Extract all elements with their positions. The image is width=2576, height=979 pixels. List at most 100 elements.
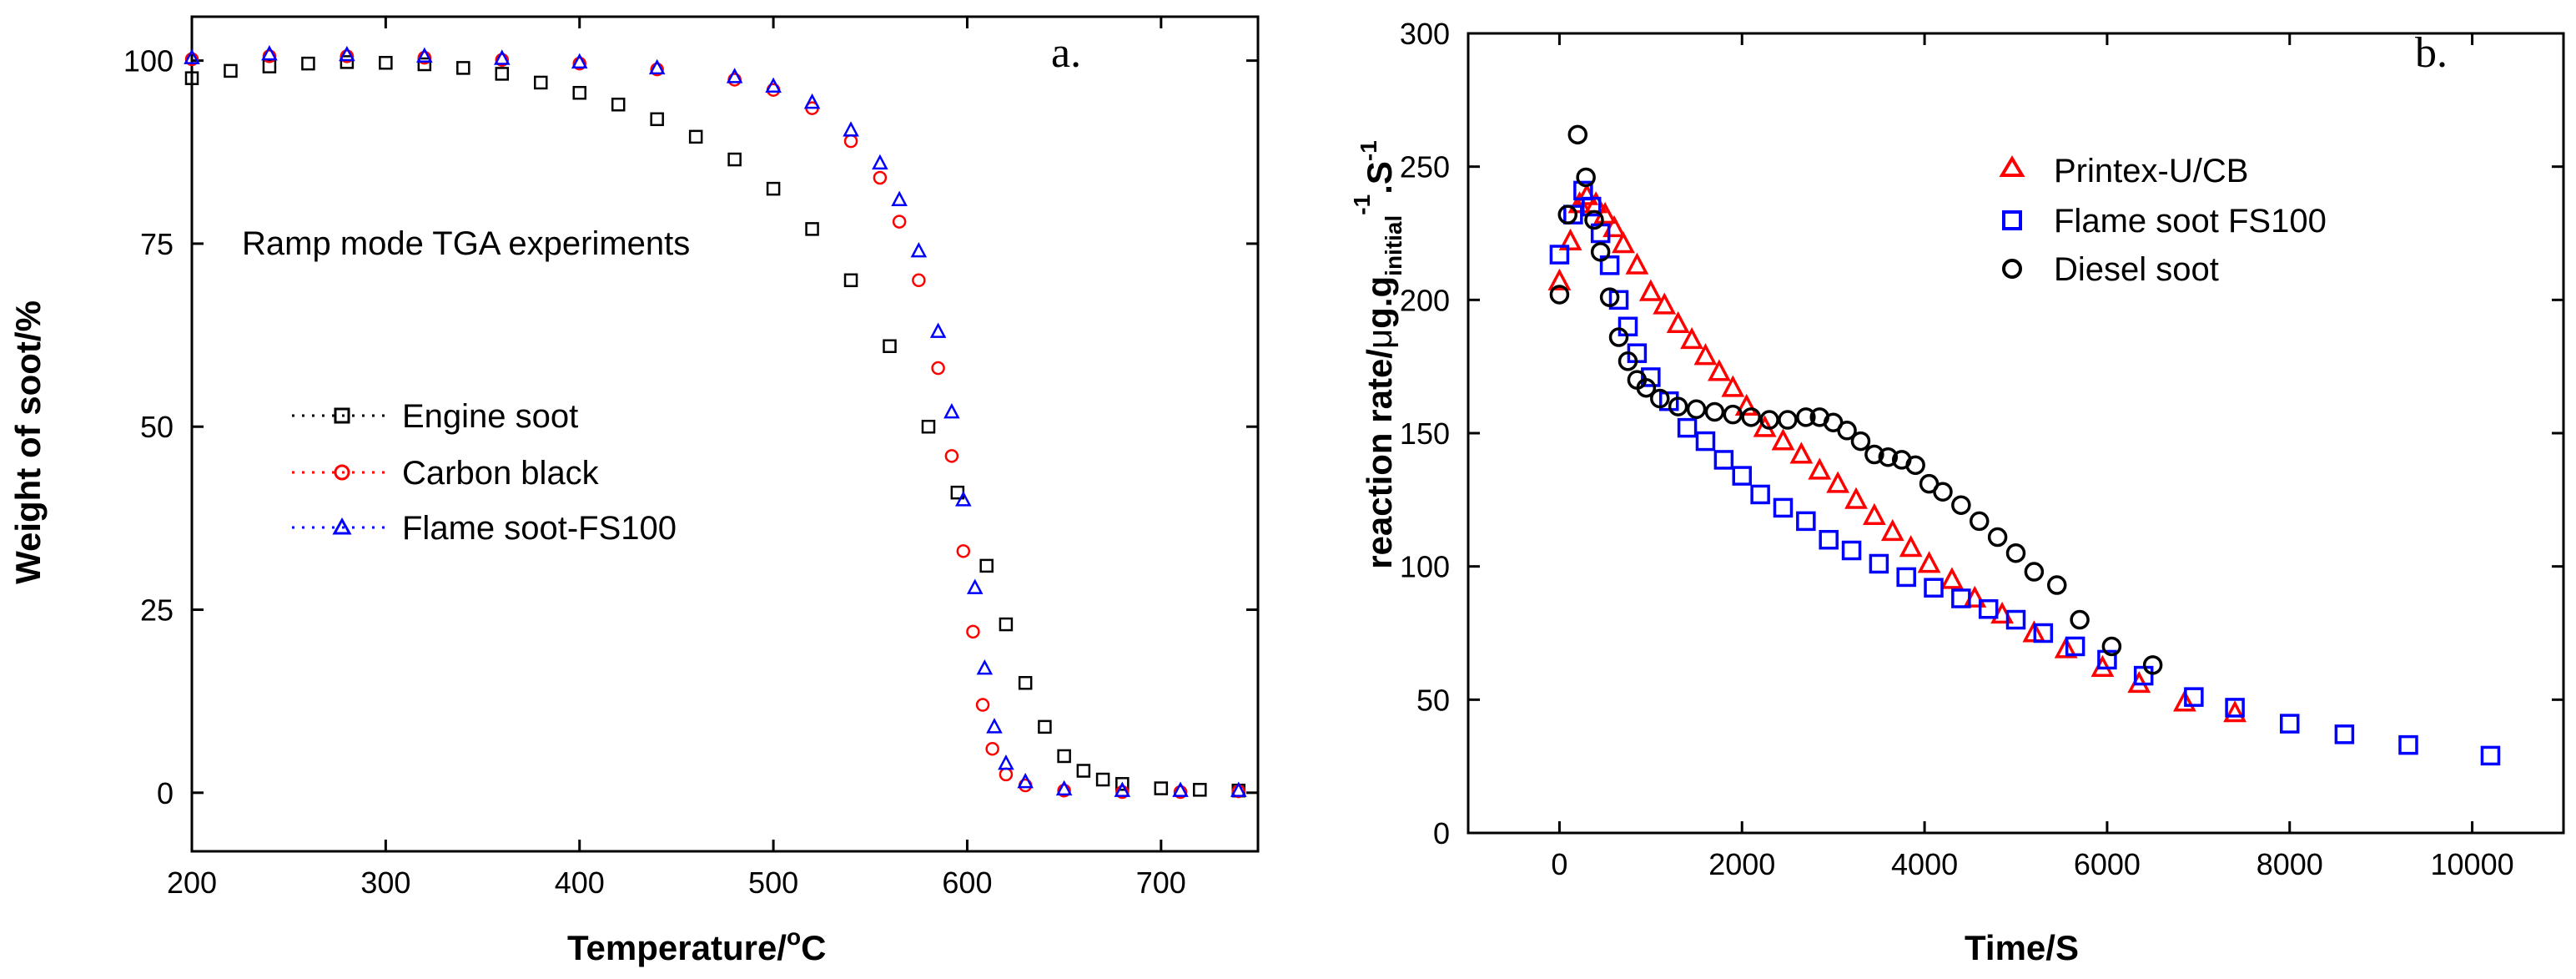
panel-b-point-diesel-soot bbox=[1905, 455, 1925, 476]
panel-a-point-engine-soot bbox=[805, 222, 819, 236]
panel-b-series bbox=[1547, 124, 2501, 766]
panel-b-point-diesel-soot bbox=[1741, 407, 1761, 427]
panel-a-point-flame-soot-fs100 bbox=[571, 53, 588, 69]
panel-a-point-carbon-black bbox=[944, 449, 959, 463]
panel-b-point-flame-soot-fs100 bbox=[2280, 714, 2300, 734]
panel-b-point-flame-soot-fs100 bbox=[1750, 484, 1770, 505]
panel-a-point-engine-soot bbox=[921, 419, 936, 434]
panel-b-point-diesel-soot bbox=[1778, 410, 1798, 430]
panel-b-point-flame-soot-fs100 bbox=[2334, 724, 2355, 744]
panel-a-point-engine-soot bbox=[979, 558, 994, 573]
panel-a-point-flame-soot-fs100 bbox=[1172, 781, 1189, 797]
panel-a-point-engine-soot bbox=[1154, 781, 1169, 795]
panel-b-y-label-s: .S bbox=[1360, 161, 1399, 194]
panel-a-x-tick-label: 200 bbox=[167, 865, 217, 900]
panel-b-point-flame-soot-fs100 bbox=[1841, 540, 1862, 561]
panel-a-point-flame-soot-fs100 bbox=[1017, 772, 1034, 789]
legend-marker-flame-soot-fs100 bbox=[2002, 210, 2022, 230]
panel-a-label: a. bbox=[1051, 29, 1081, 77]
panel-b-point-diesel-soot bbox=[2142, 655, 2163, 675]
panel-b-point-flame-soot-fs100 bbox=[2005, 609, 2026, 630]
panel-a-point-flame-soot-fs100 bbox=[1055, 780, 1073, 796]
panel-a-x-axis-label-main: Temperature/ bbox=[567, 928, 787, 967]
panel-a-point-flame-soot-fs100 bbox=[966, 578, 984, 594]
panel-b-point-diesel-soot bbox=[1650, 388, 1670, 409]
panel-b-point-printex-u-cb bbox=[1826, 471, 1850, 493]
panel-a-point-engine-soot bbox=[456, 61, 470, 75]
panel-a-point-flame-soot-fs100 bbox=[943, 402, 960, 419]
panel-a-point-engine-soot bbox=[1193, 783, 1207, 797]
panel-b-point-flame-soot-fs100 bbox=[2033, 623, 2054, 643]
panel-b-chart: 0 2000 4000 6000 8000 10000 0 50 100 150 200 250 300… bbox=[1349, 17, 2565, 967]
panel-b-y-tick-label: 50 bbox=[1416, 683, 1450, 717]
panel-b-axis-ticks: 0 2000 4000 6000 8000 10000 0 50 100 150 200 250 300 bbox=[1400, 17, 2563, 881]
panel-b-point-printex-u-cb bbox=[1625, 252, 1649, 275]
panel-b-point-diesel-soot bbox=[2046, 575, 2067, 595]
panel-b-point-printex-u-cb bbox=[2173, 689, 2196, 712]
panel-a-point-flame-soot-fs100 bbox=[803, 93, 821, 109]
panel-a-point-engine-soot bbox=[495, 67, 510, 81]
panel-a-point-engine-soot bbox=[650, 112, 664, 127]
panel-a-point-engine-soot bbox=[1018, 675, 1033, 690]
panel-a-point-engine-soot bbox=[417, 57, 432, 72]
legend-label-diesel-soot: Diesel soot bbox=[2054, 251, 2219, 288]
panel-b-point-diesel-soot bbox=[1759, 410, 1779, 430]
panel-a-point-flame-soot-fs100 bbox=[416, 47, 433, 63]
panel-a-point-engine-soot bbox=[1038, 719, 1052, 734]
panel-b-point-flame-soot-fs100 bbox=[1869, 553, 1889, 574]
panel-a-point-flame-soot-fs100 bbox=[261, 45, 278, 61]
panel-b-point-diesel-soot bbox=[1567, 124, 1588, 145]
panel-b-point-diesel-soot bbox=[1618, 351, 1638, 371]
legend-label-printex: Printex-U/CB bbox=[2054, 153, 2248, 189]
panel-a-series bbox=[184, 45, 1247, 800]
panel-a-plot-frame bbox=[190, 15, 1260, 853]
panel-b-point-flame-soot-fs100 bbox=[1641, 367, 1661, 387]
panel-b-y-label-sub: initial bbox=[1381, 215, 1406, 276]
panel-b-point-printex-u-cb bbox=[1638, 279, 1663, 301]
panel-a-point-carbon-black bbox=[912, 273, 926, 288]
panel-a-point-flame-soot-fs100 bbox=[494, 49, 511, 65]
panel-b-point-flame-soot-fs100 bbox=[1819, 529, 1839, 550]
panel-b-point-flame-soot-fs100 bbox=[1563, 204, 1583, 225]
legend-marker-printex bbox=[1999, 155, 2025, 177]
panel-a-annotation: Ramp mode TGA experiments bbox=[242, 225, 690, 262]
panel-a-point-carbon-black bbox=[985, 741, 999, 756]
panel-b-x-tick-label: 0 bbox=[1551, 847, 1567, 881]
panel-b-point-printex-u-cb bbox=[1558, 228, 1582, 251]
panel-a-point-flame-soot-fs100 bbox=[976, 659, 994, 675]
panel-b-x-tick-label: 8000 bbox=[2257, 847, 2323, 881]
panel-b-y-tick-label: 300 bbox=[1400, 17, 1450, 51]
panel-b-y-label-mu: μ bbox=[1360, 329, 1399, 349]
panel-b-point-flame-soot-fs100 bbox=[1896, 567, 1916, 588]
panel-a-point-engine-soot bbox=[883, 339, 897, 353]
panel-a-point-engine-soot bbox=[766, 181, 781, 196]
panel-b-point-printex-u-cb bbox=[1789, 442, 1814, 464]
legend-label-carbon-black: Carbon black bbox=[402, 455, 600, 492]
panel-b-point-printex-u-cb bbox=[1808, 457, 1832, 480]
panel-a-y-tick-label: 25 bbox=[140, 593, 174, 628]
panel-b-point-diesel-soot bbox=[2101, 636, 2122, 657]
panel-a-point-flame-soot-fs100 bbox=[891, 190, 908, 206]
panel-b-point-printex-u-cb bbox=[1612, 231, 1635, 254]
panel-b-point-diesel-soot bbox=[1969, 511, 1990, 532]
panel-b-point-flame-soot-fs100 bbox=[2097, 649, 2117, 670]
panel-b-point-printex-u-cb bbox=[1880, 518, 1904, 542]
panel-a-point-engine-soot bbox=[843, 273, 858, 288]
panel-a-point-flame-soot-fs100 bbox=[648, 58, 666, 75]
panel-a-y-tick-label: 50 bbox=[140, 410, 174, 444]
panel-b-x-tick-label: 6000 bbox=[2074, 847, 2141, 881]
panel-b-y-tick-label: 100 bbox=[1400, 550, 1450, 584]
panel-b-point-diesel-soot bbox=[1987, 527, 2008, 548]
panel-b-point-diesel-soot bbox=[1636, 377, 1657, 398]
panel-b-x-tick-label: 2000 bbox=[1708, 847, 1775, 881]
panel-b-y-tick-label: 150 bbox=[1400, 416, 1450, 451]
panel-b-series-flame-soot-fs100 bbox=[1549, 180, 2501, 766]
panel-a-point-carbon-black bbox=[650, 62, 664, 77]
panel-b-point-flame-soot-fs100 bbox=[2065, 636, 2085, 657]
panel-b-point-printex-u-cb bbox=[1693, 343, 1718, 366]
panel-a-point-carbon-black bbox=[340, 49, 355, 63]
panel-b-point-diesel-soot bbox=[1704, 401, 1725, 422]
panel-b-point-flame-soot-fs100 bbox=[1599, 255, 1620, 275]
panel-b-series-diesel-soot bbox=[1549, 124, 2163, 675]
panel-b-point-flame-soot-fs100 bbox=[2184, 687, 2204, 707]
